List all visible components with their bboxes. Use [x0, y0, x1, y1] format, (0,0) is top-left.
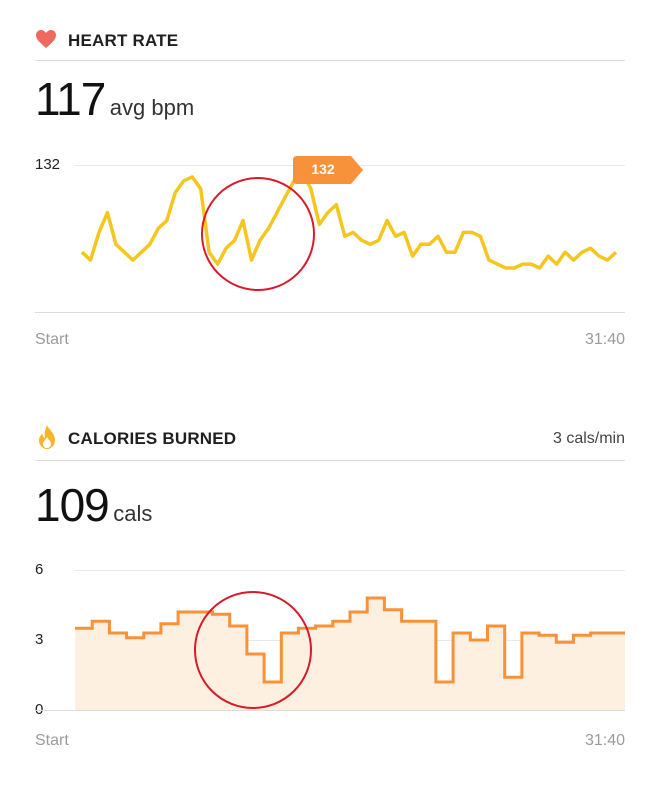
flame-icon [39, 425, 55, 449]
heart-rate-tooltip-value: 132 [311, 161, 335, 177]
heart-icon [36, 30, 56, 48]
heart-rate-y-tick: 132 [35, 156, 61, 173]
heart-rate-tooltip-bubble [293, 156, 363, 184]
heart-rate-divider [35, 60, 625, 61]
calories-unit: cals [113, 501, 153, 526]
calories-end-label: 31:40 [584, 732, 625, 749]
calories-series-line [75, 596, 625, 684]
heart-rate-baseline [35, 312, 625, 313]
calories-summary: 109 cals [35, 478, 152, 532]
annotation-circle [201, 177, 315, 291]
heart-rate-title: HEART RATE [68, 31, 179, 50]
calories-start-label: Start [35, 732, 69, 749]
calories-y-tick-6: 6 [35, 561, 44, 578]
heart-rate-unit: avg bpm [109, 95, 195, 120]
heart-rate-series-line [80, 171, 618, 270]
heart-rate-end-label: 31:40 [584, 331, 625, 348]
calories-gridline-6 [75, 570, 625, 571]
annotation-circle [194, 591, 312, 709]
calories-rate: 3 cals/min [552, 430, 625, 447]
calories-y-tick-3: 3 [35, 631, 44, 648]
heart-rate-summary: 117 avg bpm [35, 72, 194, 126]
calories-baseline [35, 710, 625, 711]
calories-value: 109 [35, 479, 110, 531]
heart-rate-start-label: Start [35, 331, 69, 348]
heart-rate-value: 117 [35, 73, 106, 125]
calories-title: CALORIES BURNED [68, 429, 237, 448]
calories-y-tick-0: 0 [35, 701, 43, 718]
calories-divider [35, 460, 625, 461]
